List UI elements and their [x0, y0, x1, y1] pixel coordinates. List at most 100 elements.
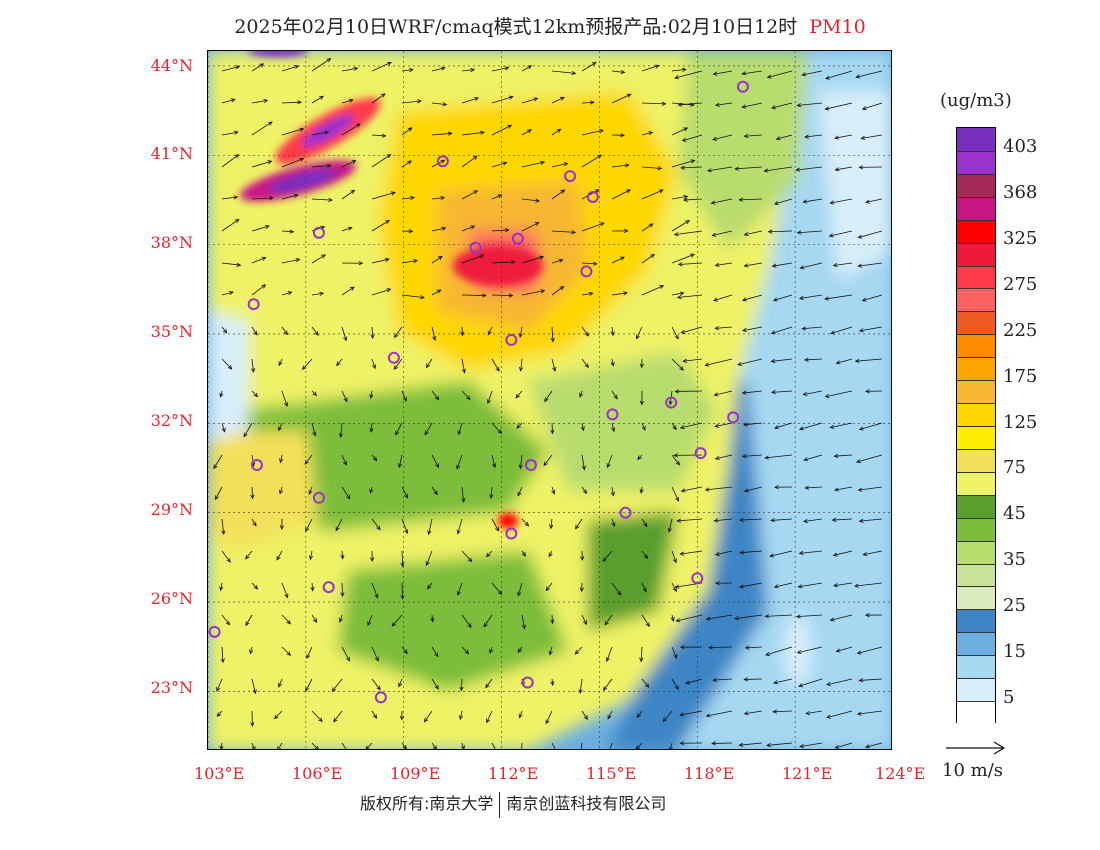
wind-vector-head [803, 518, 808, 524]
city-marker [564, 170, 577, 183]
wind-vector [862, 294, 883, 301]
wind-vector [251, 63, 264, 72]
wind-vector-head [797, 584, 803, 589]
wind-vector-head [263, 98, 269, 104]
pm10-hotspots [239, 51, 543, 529]
city-marker [521, 676, 534, 689]
colorbar-swatch [957, 173, 995, 197]
colorbar-swatch [957, 403, 995, 426]
wind-vector-head [743, 231, 749, 237]
wind-vector [641, 223, 654, 232]
wind-vector [491, 294, 513, 296]
wind-vector [858, 230, 883, 238]
colorbar-swatch [957, 219, 995, 243]
title-main: 2025年02月10日WRF/cmaq模式12km预报产品:02月10日12时 [234, 16, 798, 38]
wind-vector-head [442, 102, 448, 107]
wind-vector-head [556, 128, 562, 133]
wind-vector-head [626, 93, 632, 98]
wind-vector-head [367, 621, 372, 627]
wind-vector-head [440, 159, 446, 164]
wind-vector-head [269, 196, 274, 201]
wind-vector-head [804, 485, 810, 490]
wind-vector-head [461, 498, 466, 503]
wind-vector-head [799, 743, 805, 749]
wind-vector [401, 486, 408, 499]
wind-vector-head [497, 194, 503, 199]
wind-vector [341, 742, 347, 749]
wind-vector [859, 518, 883, 522]
wind-vector [551, 96, 565, 104]
wind-vector [581, 486, 587, 494]
wind-vector [336, 358, 343, 366]
wind-vector-head [766, 74, 772, 79]
wind-vector-head [308, 490, 313, 495]
wind-vector [581, 129, 604, 136]
wind-vector [220, 582, 223, 591]
wind-vector [491, 358, 500, 372]
wind-vector-head [390, 191, 396, 196]
wind-vector [401, 260, 418, 264]
wind-vector-head [771, 263, 777, 268]
wind-vector-head [743, 263, 749, 268]
wind-vector-head [301, 365, 307, 370]
wind-vector-head [313, 618, 318, 623]
wind-vector-head [457, 430, 462, 436]
wind-vector [551, 678, 554, 686]
wind-vector-head [861, 106, 867, 111]
wind-vector [714, 390, 733, 396]
wind-vector [431, 486, 438, 495]
wind-vector-head [278, 489, 284, 495]
wind-vector [671, 646, 677, 659]
wind-vector [671, 160, 695, 168]
wind-vector [251, 225, 270, 232]
wind-vector [641, 131, 653, 136]
wind-vector-head [545, 586, 550, 592]
wind-vector-head [711, 232, 717, 237]
wind-vector-head [580, 426, 585, 432]
wind-vector-head [518, 464, 523, 470]
wind-vector-head [385, 219, 391, 225]
wind-vector [426, 550, 433, 566]
wind-vector-head [374, 656, 379, 662]
wind-vector-head [765, 651, 770, 656]
wind-vector [715, 422, 733, 427]
wind-vector-head [467, 557, 473, 563]
wind-vector-head [639, 657, 644, 663]
wind-vector-head [613, 394, 618, 400]
wind-vector-head [267, 160, 273, 165]
wind-vector [799, 550, 823, 554]
wind-vector-head [860, 135, 866, 140]
footer-left: 版权所有:南京大学 [360, 794, 494, 813]
colorbar-swatch [957, 586, 995, 610]
wind-vector-head [690, 253, 695, 258]
wind-vector-head [578, 689, 583, 694]
wind-vector [491, 124, 512, 136]
wind-vector-head [713, 518, 719, 523]
wind-vector-head [648, 131, 654, 136]
city-marker [312, 226, 325, 239]
wind-vector [799, 422, 823, 430]
wind-vector [715, 102, 733, 106]
wind-vector-head [643, 554, 649, 560]
wind-vector-head [764, 455, 770, 460]
wind-vector [491, 742, 496, 749]
wind-vector-head [333, 717, 338, 723]
wind-vector [391, 614, 403, 627]
wind-vector [635, 742, 643, 749]
wind-vector [431, 102, 447, 106]
wind-vector [683, 198, 703, 201]
wind-vector-head [338, 433, 344, 439]
wind-vector-head [456, 591, 461, 596]
wind-vector-head [743, 711, 749, 716]
wind-vector-head [635, 745, 641, 749]
city-marker [312, 491, 325, 504]
wind-vector [833, 262, 853, 266]
wind-vector [641, 550, 648, 559]
wind-vector [371, 518, 381, 530]
wind-vector [581, 326, 589, 337]
wind-vector [671, 454, 680, 466]
wind-vector [735, 166, 763, 170]
wind-vector [487, 326, 493, 335]
wind-vector [331, 678, 343, 692]
wind-vector [579, 390, 583, 397]
